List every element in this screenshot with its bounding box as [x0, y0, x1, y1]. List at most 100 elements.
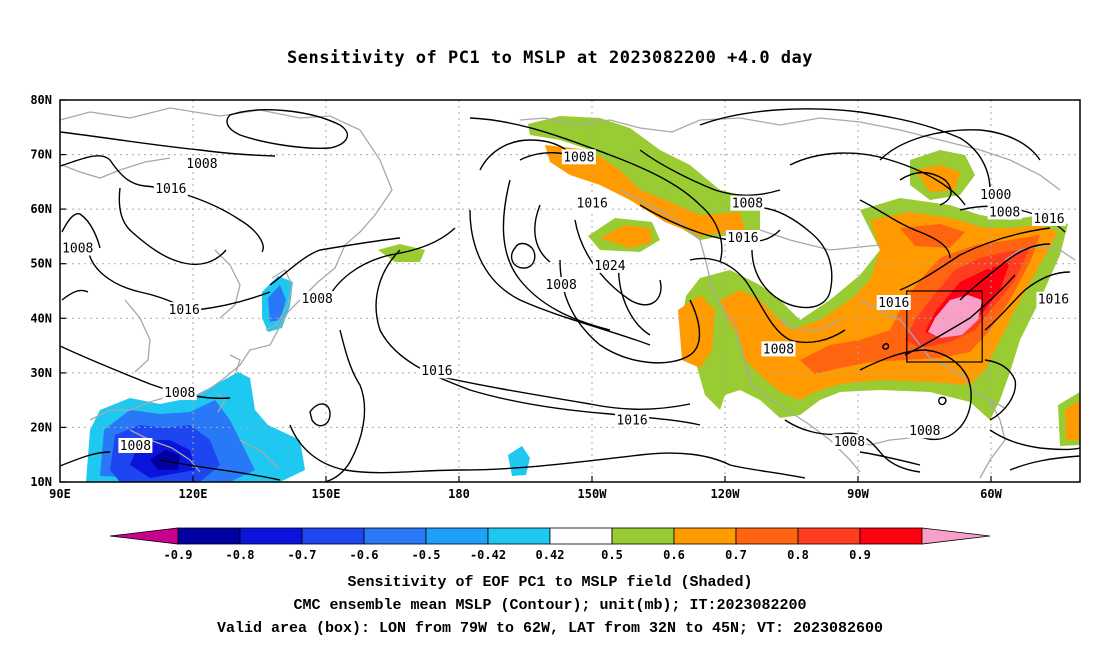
axis-ticks	[60, 99, 992, 483]
contour-label: 1016	[153, 180, 188, 197]
colorbar-max-triangle	[921, 527, 991, 545]
contour-label-background	[730, 195, 765, 211]
lon-label-90w: 90W	[847, 487, 869, 501]
positive-sensitivity-shading	[378, 116, 1080, 446]
contour-label: 1016	[615, 412, 650, 428]
colorbar-label: 0.42	[536, 548, 565, 562]
contour-label-background	[118, 437, 153, 453]
longitude-labels: 90E 120E 150E 180 150W 120W 90W 60W	[49, 487, 1002, 501]
latitude-labels: 80N 70N 60N 50N 40N 30N 20N 10N	[30, 93, 52, 489]
contour-label-background	[544, 276, 579, 292]
contour-label-text: 1008	[834, 435, 865, 450]
contour-label-text: 1008	[302, 292, 333, 307]
contour-label: 1008	[300, 291, 335, 307]
colorbar-swatch	[239, 527, 303, 545]
contour-label: 1016	[1036, 291, 1071, 308]
lat-label-30n: 30N	[30, 366, 52, 380]
contour-label-text: 1008	[164, 386, 195, 401]
contour-label-text: 1000	[980, 188, 1011, 203]
contour-label-text: 1016	[155, 182, 186, 197]
contour-label-text: 1016	[169, 303, 200, 318]
negative-sensitivity-shading	[86, 276, 530, 482]
caption-valid-area: Valid area (box): LON from 79W to 62W, L…	[216, 620, 884, 637]
contour-label: 1016	[167, 302, 202, 318]
colorbar-label: -0.9	[164, 548, 193, 562]
contour-label-text: 1008	[545, 278, 576, 293]
contour-label-text: 1024	[594, 259, 625, 274]
contour-label-background	[876, 295, 911, 311]
colorbar-label: -0.5	[412, 548, 441, 562]
contour-label-background	[907, 423, 942, 439]
colorbar-swatch	[177, 527, 241, 545]
contour-label-background	[1036, 291, 1071, 307]
sensitivity-map: 1008101610081016100810081008101610081016…	[30, 93, 1081, 562]
contour-label-text: 1008	[909, 424, 940, 439]
contour-label: 1008	[544, 276, 579, 293]
contour-label: 1000	[978, 186, 1013, 203]
colorbar-swatch	[859, 527, 923, 545]
contour-label-background	[167, 302, 202, 318]
colorbar-swatch	[487, 527, 551, 545]
contour-label-text: 1016	[577, 197, 608, 212]
colorbar-label: -0.6	[350, 548, 379, 562]
lon-label-90e: 90E	[49, 487, 71, 501]
contour-label: 1016	[1031, 210, 1066, 227]
contour-label-background	[987, 204, 1022, 220]
contour-label: 1008	[162, 385, 197, 401]
contour-label-background	[978, 186, 1013, 202]
contour-label-text: 1016	[1038, 293, 1069, 308]
lon-label-180: 180	[448, 487, 470, 501]
contour-label: 1008	[184, 155, 219, 172]
contour-label-text: 1008	[186, 157, 217, 172]
contour-label-background	[592, 257, 627, 273]
colorbar-swatch	[673, 527, 737, 545]
contour-label: 1008	[907, 423, 942, 439]
contour-label: 1008	[987, 204, 1022, 220]
contour-label-text: 1008	[763, 342, 794, 357]
lon-label-120e: 120E	[179, 487, 208, 501]
map-frame	[59, 99, 1081, 483]
lon-label-150w: 150W	[578, 487, 608, 501]
caption-shaded: Sensitivity of EOF PC1 to MSLP field (Sh…	[347, 574, 753, 591]
colorbar-label: 0.6	[663, 548, 685, 562]
colorbar: -0.9 -0.8 -0.7 -0.6 -0.5 -0.42 0.42 0.5 0.6 0.7 0.…	[109, 527, 991, 562]
coastlines	[60, 107, 1076, 479]
lon-label-60w: 60W	[980, 487, 1002, 501]
contour-label-background	[832, 434, 867, 450]
contour-label-background	[153, 180, 188, 196]
contour-label-text: 1008	[120, 439, 151, 454]
contour-label: 1008	[761, 341, 796, 357]
contour-labels: 1008101610081016100810081008101610081016…	[60, 149, 1071, 454]
contour-label: 1016	[876, 295, 911, 311]
contour-label-background	[184, 155, 219, 171]
colorbar-swatch	[301, 527, 365, 545]
colorbar-label: -0.42	[470, 548, 506, 562]
colorbar-label: -0.7	[288, 548, 317, 562]
lat-label-50n: 50N	[30, 257, 52, 271]
contour-label-text: 1016	[727, 231, 758, 246]
lat-label-60n: 60N	[30, 202, 52, 216]
contour-label-background	[162, 385, 197, 401]
colorbar-swatch	[611, 527, 675, 545]
contour-label-text: 1008	[563, 150, 594, 165]
colorbar-min-triangle	[109, 527, 179, 545]
contour-label-text: 1008	[989, 205, 1020, 220]
contour-label-text: 1016	[421, 364, 452, 379]
contour-label-text: 1008	[732, 197, 763, 212]
lon-label-150e: 150E	[312, 487, 341, 501]
contour-label-background	[300, 291, 335, 307]
lat-label-20n: 20N	[30, 420, 52, 434]
contour-label: 1024	[592, 257, 627, 274]
contour-label-text: 1016	[878, 296, 909, 311]
contour-label: 1016	[725, 230, 760, 246]
colorbar-swatch	[425, 527, 489, 545]
contour-label: 1008	[60, 240, 95, 256]
colorbar-label: -0.8	[226, 548, 255, 562]
contour-label: 1016	[575, 195, 610, 212]
contour-label: 1008	[730, 195, 765, 212]
contour-label-text: 1016	[616, 413, 647, 428]
lon-label-120w: 120W	[711, 487, 741, 501]
colorbar-label: 0.9	[849, 548, 871, 562]
colorbar-swatch	[735, 527, 799, 545]
contour-label-background	[419, 363, 454, 379]
